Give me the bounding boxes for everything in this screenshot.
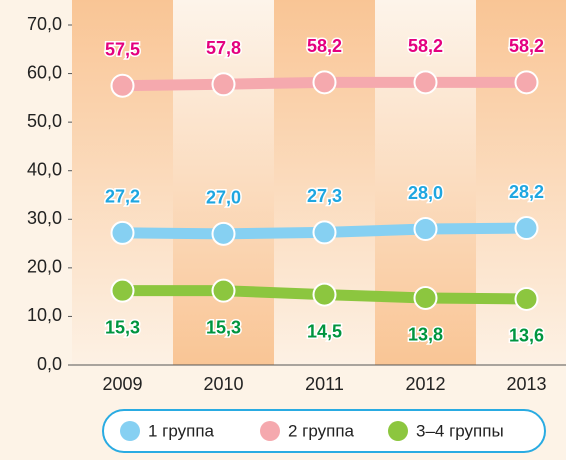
data-label: 58,2 — [307, 36, 342, 56]
point — [514, 216, 539, 241]
data-label: 57,8 — [206, 38, 241, 58]
x-tick-label: 2009 — [102, 374, 142, 394]
legend-label: 3–4 группы — [416, 421, 504, 440]
point — [413, 217, 438, 241]
column-band — [173, 0, 274, 365]
y-tick-label: 40,0 — [27, 159, 62, 179]
data-label: 15,3 — [105, 317, 140, 337]
point — [514, 286, 539, 311]
point — [211, 221, 236, 246]
data-label: 13,8 — [408, 325, 443, 345]
point — [312, 70, 337, 95]
data-label: 58,2 — [408, 36, 443, 56]
y-tick-label: 20,0 — [27, 257, 62, 277]
point — [211, 72, 236, 97]
x-tick-label: 2010 — [203, 374, 243, 394]
point — [514, 70, 539, 95]
point — [413, 285, 438, 310]
point — [312, 282, 337, 307]
point — [211, 278, 236, 303]
data-label: 14,5 — [307, 321, 342, 341]
point — [110, 220, 135, 245]
data-label: 27,0 — [206, 188, 241, 208]
legend — [102, 409, 546, 453]
column-band — [72, 0, 173, 365]
legend-marker — [260, 421, 280, 441]
point — [312, 220, 337, 245]
legend-label: 1 группа — [148, 421, 215, 440]
y-tick-label: 60,0 — [27, 62, 62, 82]
point — [110, 73, 135, 98]
data-label: 27,3 — [307, 186, 342, 206]
data-label: 28,2 — [509, 182, 544, 202]
data-label: 13,6 — [509, 326, 544, 346]
data-label: 15,3 — [206, 317, 241, 337]
legend-marker — [120, 421, 140, 441]
y-tick-label: 30,0 — [27, 208, 62, 228]
data-label: 27,2 — [105, 187, 140, 207]
x-tick-label: 2011 — [305, 374, 344, 394]
point — [110, 278, 135, 303]
point — [413, 70, 438, 95]
legend-label: 2 группа — [288, 421, 355, 440]
y-tick-label: 50,0 — [27, 111, 62, 131]
data-label: 57,5 — [105, 39, 140, 59]
y-tick-label: 70,0 — [27, 14, 62, 34]
x-tick-label: 2013 — [506, 374, 546, 394]
data-label: 28,0 — [408, 183, 443, 203]
legend-marker — [388, 421, 408, 441]
data-label: 58,2 — [509, 36, 544, 56]
x-tick-label: 2012 — [405, 374, 445, 394]
y-tick-label: 0,0 — [37, 354, 62, 374]
y-tick-label: 10,0 — [27, 305, 62, 325]
